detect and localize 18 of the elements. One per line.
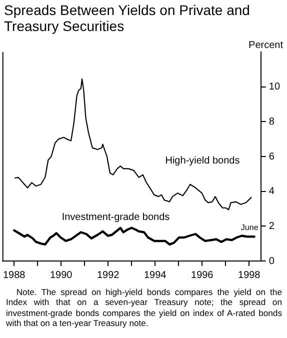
x-tick-label: 1988 [3,270,26,281]
series-label: Investment-grade bonds [62,212,170,223]
x-tick-label: 1998 [238,270,261,281]
y-tick-label: 4 [268,186,275,198]
y-tick-label: 6 [268,151,275,162]
text: Note. The spread on high-yield bonds compares the yield on the Index with that on a seven-year Treasury note; the spread on investment-grade bonds compares the yield on index of A-rated bonds with that on a ten-year Treasury note. [6,287,282,329]
x-tick-label: 1996 [191,270,214,281]
y-tick-label: 2 [268,220,275,232]
x-tick-label: 1994 [144,270,167,281]
text: High-yield bonds [165,155,240,166]
chart-title: Spreads Between Yields on Private and Treasury Securities [4,2,251,34]
y-tick-label: 0 [268,256,275,267]
x-tick-label: 1990 [50,270,73,281]
y-axis-title: Percent [248,40,284,51]
y-tick-label: 10 [268,82,280,93]
y-tick-label: 8 [268,116,275,128]
annotation: June [240,222,259,232]
x-tick-label: 1992 [97,270,120,281]
